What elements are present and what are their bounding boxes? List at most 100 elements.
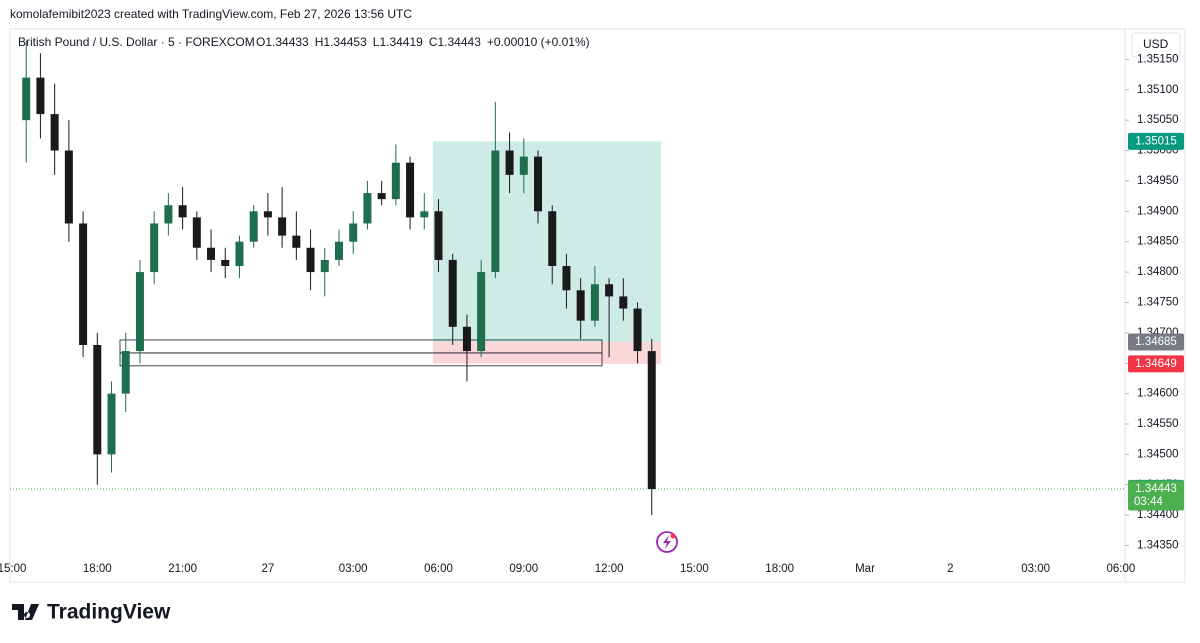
candle-body: [50, 114, 59, 151]
candle-body: [434, 211, 443, 260]
candle-body: [548, 211, 557, 266]
candle-body: [420, 211, 429, 218]
plot-frame: [9, 28, 1186, 583]
candle-body: [590, 284, 599, 321]
x-tick-label: 06:00: [424, 563, 453, 575]
ohlc-legend: O1.34433 H1.34453 L1.34419 C1.34443 +0.00010…: [256, 35, 590, 49]
y-tick-label: 1.35050: [1137, 114, 1179, 126]
x-tick-label: 03:00: [1021, 563, 1050, 575]
x-tick-label: Mar: [855, 563, 875, 575]
x-tick-label: 06:00: [1107, 563, 1136, 575]
x-tick-label: 21:00: [168, 563, 197, 575]
candle-body: [22, 77, 31, 121]
candle-body: [505, 150, 514, 175]
candle-body: [235, 241, 244, 266]
ohlc-value: L1.34419: [373, 35, 423, 49]
event-dot: [670, 533, 676, 539]
target-tag: 1.35015: [1135, 135, 1177, 147]
logo-text: TradingView: [47, 601, 171, 624]
ohlc-value: H1.34453: [315, 35, 367, 49]
stop-tag-bg: [1128, 355, 1184, 373]
y-tick-label: 1.34400: [1137, 509, 1179, 521]
candle-body: [207, 247, 216, 260]
x-tick-label: 18:00: [83, 563, 112, 575]
candle-body: [391, 162, 400, 200]
x-tick-label: 15:00: [0, 563, 26, 575]
symbol-title: British Pound / U.S. Dollar · 5 · FOREXC…: [18, 35, 255, 49]
target-zone: [433, 141, 661, 342]
candle-body: [121, 351, 130, 394]
candle-body: [363, 193, 372, 224]
candle-body: [263, 211, 272, 218]
y-tick-label: 1.34600: [1137, 388, 1179, 400]
currency[interactable]: USD: [1143, 37, 1169, 51]
y-tick-label: 1.34550: [1137, 418, 1179, 430]
y-tick-label: 1.34800: [1137, 266, 1179, 278]
candle-body: [221, 259, 230, 266]
candle-body: [406, 162, 415, 218]
candle-body: [192, 217, 201, 248]
candle-body: [377, 193, 386, 200]
candle-body: [320, 259, 329, 273]
logo-mark: [12, 604, 39, 620]
y-tick-label: 1.34350: [1137, 540, 1179, 552]
target-tag-bg: [1128, 132, 1184, 150]
plot: [10, 41, 1125, 516]
candle-body: [477, 272, 486, 352]
event-bolt: [663, 535, 671, 549]
candle-body: [64, 150, 73, 224]
candle-body: [135, 272, 144, 352]
y-tick-label: 1.34900: [1137, 205, 1179, 217]
candle-body: [164, 205, 173, 224]
last-tag-bg: [1128, 480, 1184, 511]
candle-body: [36, 77, 45, 115]
last-tag-countdown: 03:44: [1134, 496, 1163, 508]
candle-body: [448, 259, 457, 327]
header: komolafemibit2023 created with TradingVi…: [10, 7, 412, 21]
candle-body: [93, 345, 102, 455]
candle-body: [334, 241, 343, 260]
candle-body: [576, 290, 585, 321]
entry-tag-bg: [1128, 333, 1184, 351]
x-tick-label: 18:00: [765, 563, 794, 575]
x-tick-label: 09:00: [509, 563, 538, 575]
candle-body: [633, 308, 642, 352]
last-tag: 1.34443: [1135, 483, 1177, 495]
candle-body: [519, 156, 528, 175]
candle-body: [462, 326, 471, 352]
y-tick-label: 1.34850: [1137, 236, 1179, 248]
y-tick-label: 1.35100: [1137, 84, 1179, 96]
y-tick-label: 1.34750: [1137, 296, 1179, 308]
candle-body: [491, 150, 500, 273]
entry-tag: 1.34685: [1135, 336, 1177, 348]
x-tick-label: 2: [947, 563, 953, 575]
candle-body: [619, 296, 628, 309]
y-tick-label: 1.34950: [1137, 175, 1179, 187]
candle-body: [178, 205, 187, 218]
logo: TradingView: [12, 601, 171, 624]
y-tick-label: 1.34500: [1137, 448, 1179, 460]
x-tick-label: 12:00: [595, 563, 624, 575]
x-tick-label: 15:00: [680, 563, 709, 575]
x-tick-label: 03:00: [339, 563, 368, 575]
candle-body: [647, 351, 656, 490]
ohlc-value: O1.34433: [256, 35, 309, 49]
currency-box[interactable]: [1131, 32, 1181, 58]
y-tick-label: 1.35150: [1137, 53, 1179, 65]
candle-body: [107, 393, 116, 455]
ohlc-value: C1.34443: [429, 35, 481, 49]
candle-body: [562, 266, 571, 291]
candle-body: [278, 217, 287, 236]
candle-body: [292, 235, 301, 248]
candle-body: [79, 223, 88, 345]
zone-outline: [119, 352, 603, 367]
x-tick-label: 27: [262, 563, 275, 575]
stop-tag: 1.34649: [1135, 358, 1177, 370]
candle-body: [306, 247, 315, 273]
candle-body: [605, 284, 614, 297]
candle-body: [349, 223, 358, 242]
candle-body: [150, 223, 159, 273]
candle-body: [534, 156, 543, 212]
